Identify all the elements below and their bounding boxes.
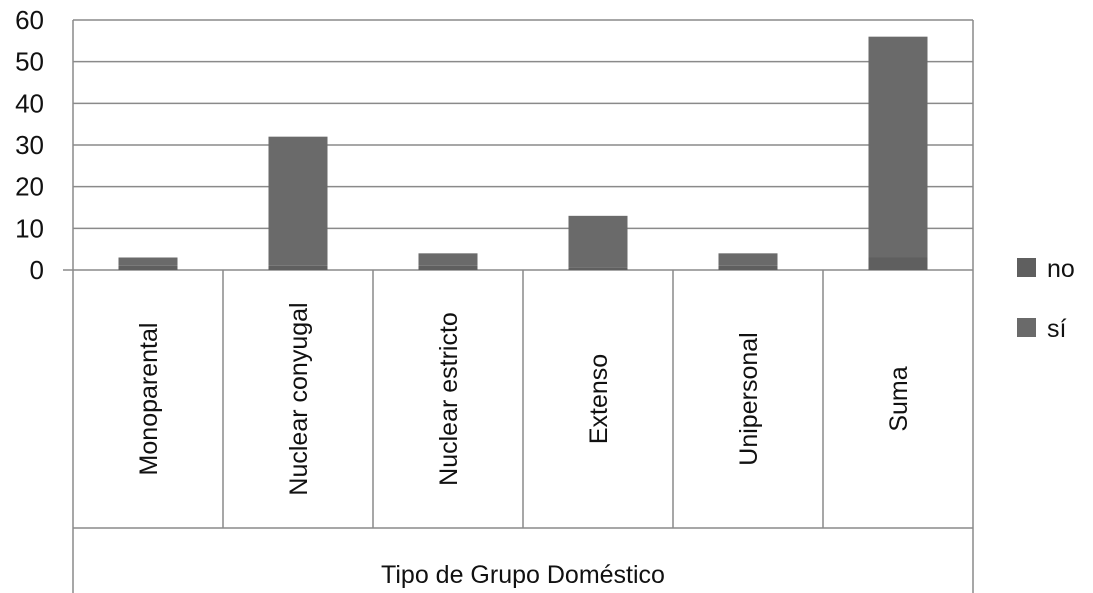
category-label: Extenso [585,354,613,444]
bar-no-5 [868,257,928,270]
bar-no-4 [718,265,778,270]
gridlines [73,19,973,230]
x-axis-title: Tipo de Grupo Doméstico [381,561,665,589]
legend-label: sí [1047,315,1067,343]
legend-swatch-no [1017,258,1036,277]
legend-swatch-sí [1017,318,1036,337]
bar-sí-0 [118,257,178,266]
legend: no sí [1017,255,1075,343]
category-labels: Monoparental Nuclear conyugal Nuclear estr… [135,302,913,495]
bar-no-1 [268,265,328,270]
y-tick-label: 60 [15,5,44,35]
category-label: Unipersonal [735,332,763,465]
axes [63,20,974,593]
y-tick-label: 50 [15,47,44,77]
bar-no-3 [568,267,628,270]
category-label: Suma [885,366,913,431]
bars [118,36,928,270]
y-tick-labels: 0 10 20 30 40 50 60 [15,5,44,285]
bar-sí-5 [868,36,928,258]
bar-sí-1 [268,136,328,266]
y-tick-label: 0 [30,255,44,285]
bar-no-2 [418,265,478,270]
y-tick-label: 20 [15,172,44,202]
bar-sí-2 [418,253,478,266]
y-tick-label: 40 [15,88,44,118]
legend-label: no [1047,255,1075,283]
category-label: Nuclear estricto [435,312,463,486]
bar-sí-3 [568,215,628,268]
category-label: Nuclear conyugal [285,302,313,495]
y-tick-label: 30 [15,130,44,160]
bar-sí-4 [718,253,778,266]
y-tick-label: 10 [15,213,44,243]
category-label: Monoparental [135,323,163,476]
bar-no-0 [118,265,178,270]
